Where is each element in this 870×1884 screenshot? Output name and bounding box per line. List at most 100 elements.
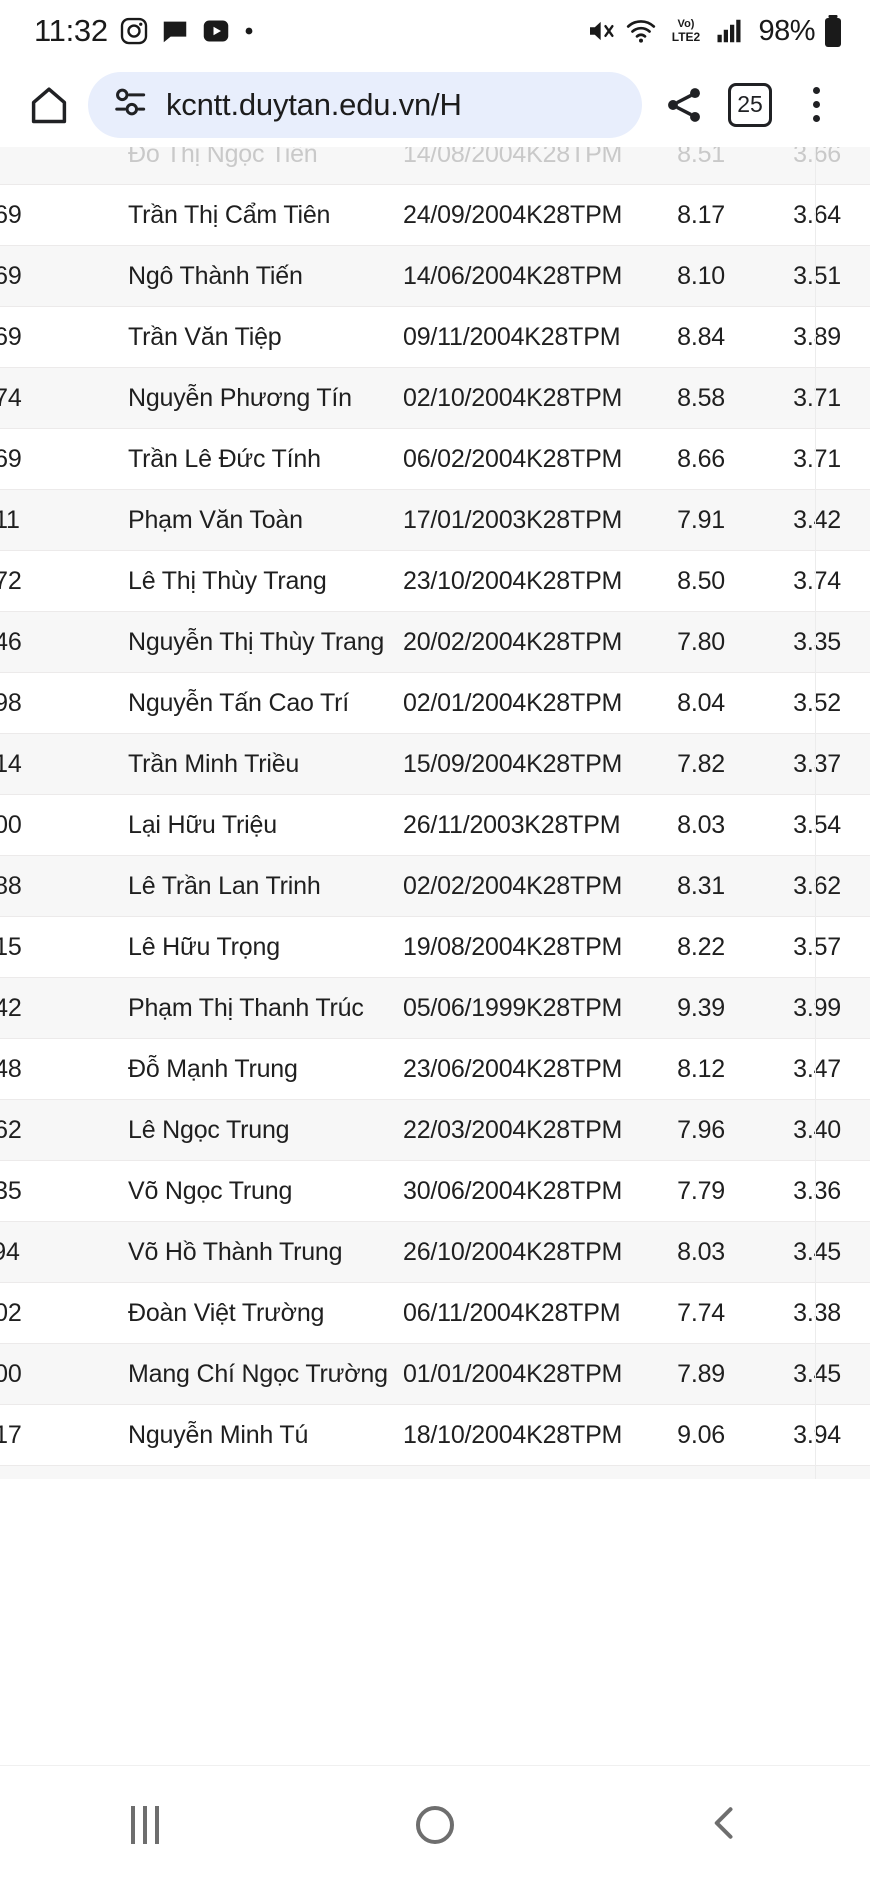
table-row[interactable]: 54535Võ Ngọc Trung30/06/2004K28TPM7.793.… (0, 1160, 870, 1222)
table-row[interactable]: 31688Lê Trần Lan Trinh02/02/2004K28TPM8.… (0, 855, 870, 917)
cell-name: Nguyễn Tấn Cao Trí (73, 672, 403, 734)
table-row[interactable]: 05717Nguyễn Minh Tú18/10/2004K28TPM9.063… (0, 1404, 870, 1466)
cell-name: Đoàn Việt Trường (73, 1282, 403, 1344)
cell-gpa4: 3.57 (753, 916, 870, 978)
table-row[interactable]: 53869Trần Thị Cẩm Tiên24/09/2004K28TPM8.… (0, 184, 870, 246)
cell-gpa4: 3.62 (753, 855, 870, 917)
battery-percentage: 98% (758, 14, 815, 47)
cell-gpa4: 3.37 (753, 733, 870, 795)
svg-text:Vo): Vo) (678, 18, 695, 30)
cell-id: 52514 (0, 733, 73, 795)
cell-id: 53869 (0, 184, 73, 246)
cell-dob: 23/06/2004K28TPM (403, 1038, 633, 1100)
cell-name: Phạm Thị Thanh Trúc (73, 977, 403, 1039)
cell-gpa4: 3.71 (753, 367, 870, 429)
cell-gpa4: 3.51 (753, 245, 870, 307)
cell-id: 06069 (0, 245, 73, 307)
table-row[interactable]: 01742Phạm Thị Thanh Trúc05/06/1999K28TPM… (0, 977, 870, 1039)
table-row[interactable]: 49462Lê Ngọc Trung22/03/2004K28TPM7.963.… (0, 1099, 870, 1161)
cell-name: Võ Ngọc Trung (73, 1160, 403, 1222)
table-row[interactable]: Đỗ Thị Ngọc Tiên 14/08/2004K28TPM 8.51 3… (0, 147, 870, 185)
table-row[interactable]: 00815Lê Hữu Trọng19/08/2004K28TPM8.223.5… (0, 916, 870, 978)
cell-gpa10: 9.39 (633, 977, 753, 1039)
cell-gpa10: 7.89 (633, 1343, 753, 1405)
cell-name: Ngô Thành Tiến (73, 245, 403, 307)
cell-name: Nguyễn Minh Tú (73, 1404, 403, 1466)
cell-dob: 30/06/2004K28TPM (403, 1160, 633, 1222)
status-bar-left: 11:32 (34, 13, 256, 49)
table-row[interactable]: 50046Nguyễn Thị Thùy Trang20/02/2004K28T… (0, 611, 870, 673)
tab-switcher-button[interactable]: 25 (718, 73, 782, 137)
cell-id: 06900 (0, 1343, 73, 1405)
svg-text:LTE2: LTE2 (672, 30, 701, 44)
cell-name: Nguyễn Thị Thùy Trang (73, 611, 403, 673)
status-clock: 11:32 (34, 13, 108, 48)
cell-gpa4: 3.45 (753, 1221, 870, 1283)
table-row[interactable]: 25500Lại Hữu Triệu26/11/2003K28TPM8.033.… (0, 794, 870, 856)
table-row[interactable]: 05136Trần Minh Tú13/09/2004K28TPM8.033.4… (0, 1465, 870, 1505)
kebab-menu-icon (812, 87, 820, 122)
cell-gpa4: 3.36 (753, 1160, 870, 1222)
cell-gpa10: 8.03 (633, 1221, 753, 1283)
cell-gpa10: 8.50 (633, 550, 753, 612)
browser-toolbar: kcntt.duytan.edu.vn/H 25 (0, 62, 870, 147)
cell-id: 25500 (0, 794, 73, 856)
browser-menu-button[interactable] (784, 73, 848, 137)
cell-name: Lê Hữu Trọng (73, 916, 403, 978)
table-row[interactable]: 03811Phạm Văn Toàn17/01/2003K28TPM7.913.… (0, 489, 870, 551)
table-scroll-container[interactable]: Đỗ Thị Ngọc Tiên 14/08/2004K28TPM 8.51 3… (0, 147, 870, 1505)
table-row[interactable]: 01194Võ Hồ Thành Trung26/10/2004K28TPM8.… (0, 1221, 870, 1283)
recents-button[interactable] (70, 1766, 220, 1884)
cell-id: 01194 (0, 1221, 73, 1283)
cell-name: Nguyễn Phương Tín (73, 367, 403, 429)
cell-name: Võ Hồ Thành Trung (73, 1221, 403, 1283)
cell-gpa10: 7.91 (633, 489, 753, 551)
cell-dob: 23/10/2004K28TPM (403, 550, 633, 612)
cell-gpa10: 8.51 (633, 147, 753, 185)
table-row[interactable]: 45969Trần Văn Tiệp09/11/2004K28TPM8.843.… (0, 306, 870, 368)
cell-id: 31688 (0, 855, 73, 917)
url-text: kcntt.duytan.edu.vn/H (166, 86, 462, 122)
cell-id: 03811 (0, 489, 73, 551)
cell-name: Trần Minh Triều (73, 733, 403, 795)
cell-id: 01742 (0, 977, 73, 1039)
cell-name: Lại Hữu Triệu (73, 794, 403, 856)
home-nav-button[interactable] (360, 1766, 510, 1884)
cell-id: 51548 (0, 1038, 73, 1100)
cell-gpa10: 8.04 (633, 672, 753, 734)
table-row[interactable]: 04502Đoàn Việt Trường06/11/2004K28TPM7.7… (0, 1282, 870, 1344)
status-bar-right: Vo) LTE2 98% (586, 14, 844, 48)
web-content-viewport[interactable]: Đỗ Thị Ngọc Tiên 14/08/2004K28TPM 8.51 3… (0, 147, 870, 1505)
address-bar[interactable]: kcntt.duytan.edu.vn/H (88, 71, 642, 138)
table-row[interactable]: 31272Lê Thị Thùy Trang23/10/2004K28TPM8.… (0, 550, 870, 612)
table-row[interactable]: 51548Đỗ Mạnh Trung23/06/2004K28TPM8.123.… (0, 1038, 870, 1100)
cell-dob: 01/01/2004K28TPM (403, 1343, 633, 1405)
cell-gpa4: 3.47 (753, 1038, 870, 1100)
cell-dob: 26/11/2003K28TPM (403, 794, 633, 856)
site-settings-icon[interactable] (112, 83, 150, 126)
mute-icon (586, 15, 618, 47)
back-button[interactable] (650, 1766, 800, 1884)
cell-gpa4: 3.40 (753, 1099, 870, 1161)
back-chevron-icon (703, 1801, 747, 1850)
table-row[interactable]: 53274Nguyễn Phương Tín02/10/2004K28TPM8.… (0, 367, 870, 429)
table-row[interactable]: 29198Nguyễn Tấn Cao Trí02/01/2004K28TPM8… (0, 672, 870, 734)
table-row[interactable]: 06069Ngô Thành Tiến14/06/2004K28TPM8.103… (0, 245, 870, 307)
cell-gpa4: 3.45 (753, 1343, 870, 1405)
cell-gpa10: 8.31 (633, 855, 753, 917)
cell-id: 04502 (0, 1282, 73, 1344)
cell-id: 29198 (0, 672, 73, 734)
cell-dob: 26/10/2004K28TPM (403, 1221, 633, 1283)
share-button[interactable] (652, 73, 716, 137)
cell-gpa10: 8.03 (633, 1465, 753, 1505)
cell-dob: 13/09/2004K28TPM (403, 1465, 633, 1505)
home-button[interactable] (18, 74, 80, 136)
table-row[interactable]: 06900Mang Chí Ngọc Trường01/01/2004K28TP… (0, 1343, 870, 1405)
cell-gpa4: 3.94 (753, 1404, 870, 1466)
cell-dob: 19/08/2004K28TPM (403, 916, 633, 978)
table-row[interactable]: 52514Trần Minh Triều15/09/2004K28TPM7.82… (0, 733, 870, 795)
table-row[interactable]: 54769Trần Lê Đức Tính06/02/2004K28TPM8.6… (0, 428, 870, 490)
cell-gpa4: 3.71 (753, 428, 870, 490)
cell-name: Trần Lê Đức Tính (73, 428, 403, 490)
cell-gpa10: 9.06 (633, 1404, 753, 1466)
